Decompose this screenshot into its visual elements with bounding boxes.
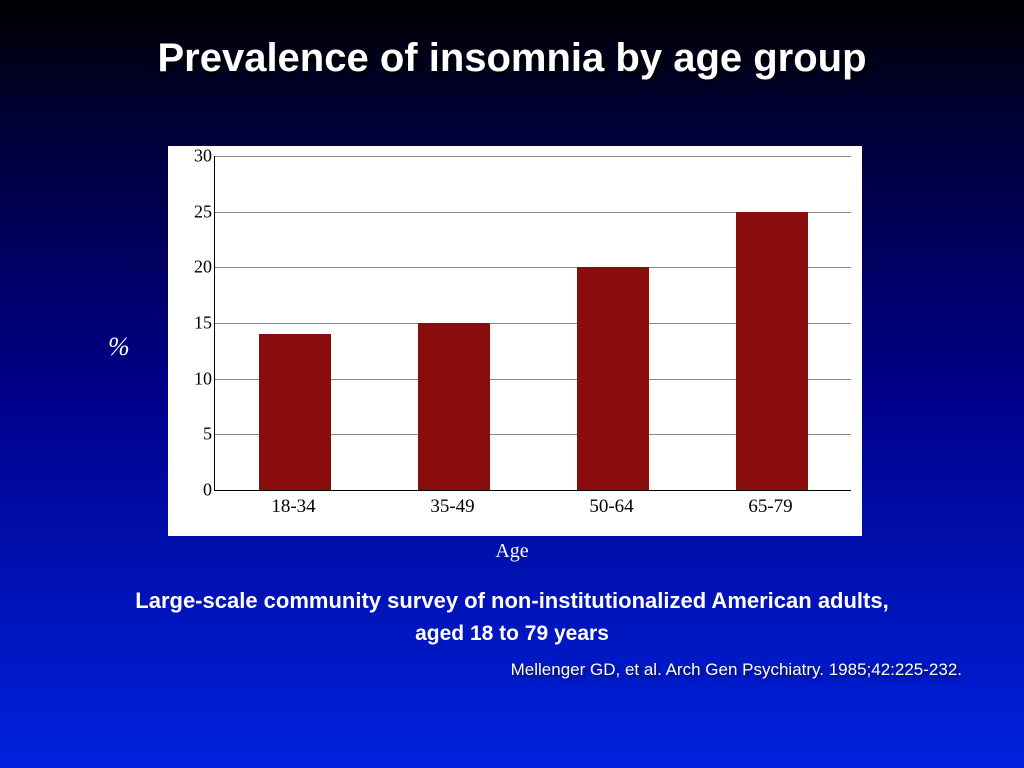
citation: Mellenger GD, et al. Arch Gen Psychiatry… — [511, 660, 962, 680]
bar — [736, 212, 808, 490]
bar — [577, 267, 649, 490]
y-tick-label: 5 — [203, 424, 212, 445]
y-tick-label: 10 — [194, 368, 212, 389]
x-tick-label: 18-34 — [234, 496, 354, 518]
y-tick-label: 30 — [194, 146, 212, 167]
y-tick-label: 15 — [194, 313, 212, 334]
y-tick-label: 20 — [194, 257, 212, 278]
bar — [418, 323, 490, 490]
slide-title: Prevalence of insomnia by age group — [0, 36, 1024, 81]
description-line-2: aged 18 to 79 years — [0, 622, 1024, 646]
x-tick-label: 35-49 — [393, 496, 513, 518]
bar — [259, 334, 331, 490]
x-tick-label: 50-64 — [552, 496, 672, 518]
y-tick-label: 25 — [194, 201, 212, 222]
x-axis-label: Age — [0, 540, 1024, 563]
gridline — [215, 156, 851, 157]
description-line-1: Large-scale community survey of non-inst… — [0, 588, 1024, 614]
x-tick-label: 65-79 — [711, 496, 831, 518]
slide: Prevalence of insomnia by age group % 0 5… — [0, 0, 1024, 768]
y-tick-label: 0 — [203, 480, 212, 501]
chart-panel: 0 5 10 15 20 25 30 18-34 35-49 50-64 65-79 — [168, 146, 862, 536]
plot-area — [214, 156, 851, 491]
y-axis-label: % — [108, 332, 130, 362]
